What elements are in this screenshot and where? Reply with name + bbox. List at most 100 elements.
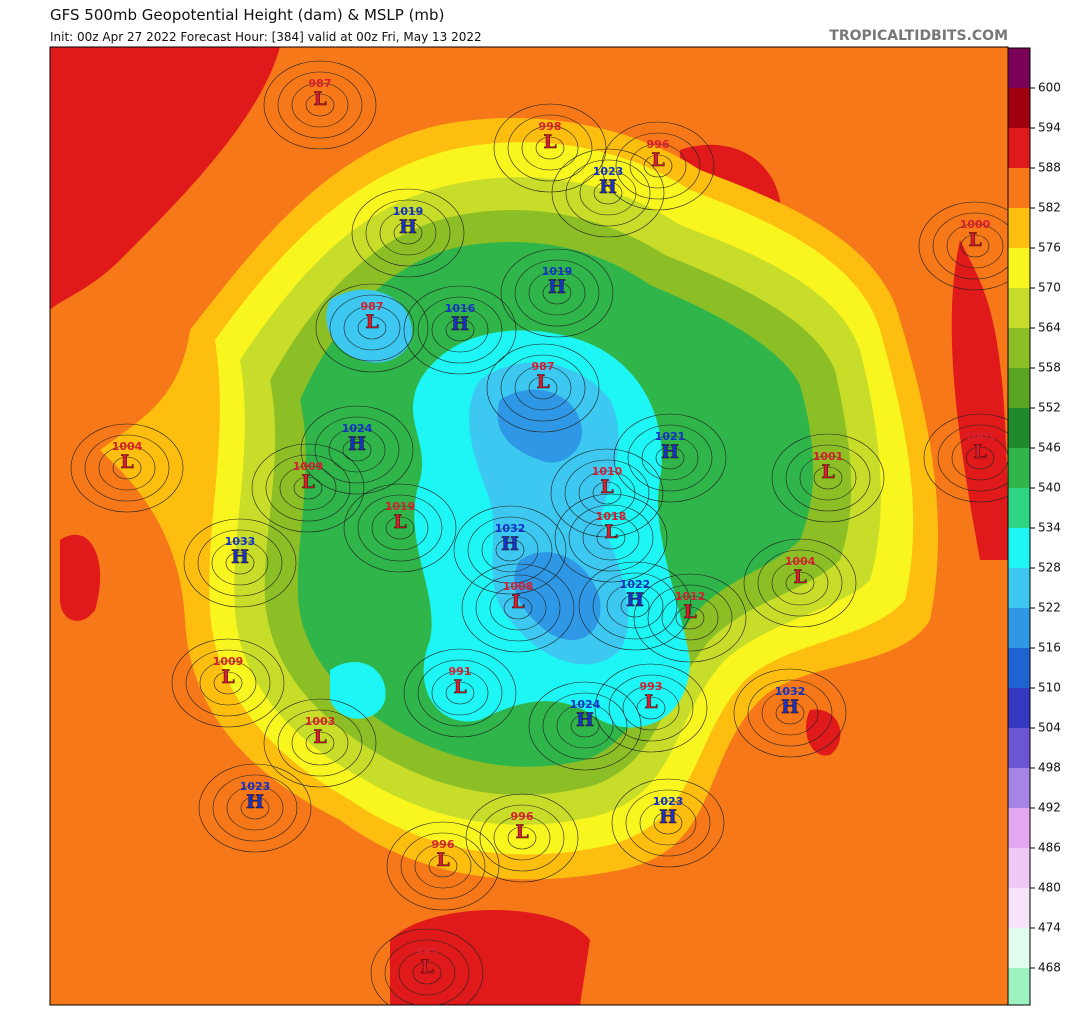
colorbar-segment bbox=[1008, 248, 1030, 288]
isobar bbox=[596, 526, 626, 550]
isobar bbox=[937, 424, 1008, 492]
colorbar-segment bbox=[1008, 608, 1030, 648]
isobar bbox=[521, 125, 579, 171]
isobar bbox=[592, 481, 622, 505]
center-letter: L bbox=[120, 451, 133, 473]
center-pressure: 995 bbox=[416, 945, 439, 958]
isobar bbox=[636, 696, 666, 720]
center-letter: L bbox=[683, 601, 696, 623]
isobar bbox=[112, 456, 142, 480]
center-letter: L bbox=[515, 821, 528, 843]
center-letter: L bbox=[968, 229, 981, 251]
colorbar-segment bbox=[1008, 328, 1030, 368]
center-letter: H bbox=[661, 441, 679, 463]
isobar bbox=[507, 826, 537, 850]
isobar bbox=[479, 804, 565, 872]
center-pressure: 998 bbox=[539, 120, 562, 133]
isobar bbox=[277, 709, 363, 777]
isobar bbox=[622, 685, 680, 731]
center-letter: H bbox=[399, 216, 417, 238]
isobar bbox=[747, 679, 833, 747]
colorbar-segment bbox=[1008, 648, 1030, 688]
colorbar-label: 480 bbox=[1038, 881, 1061, 895]
isobar bbox=[757, 549, 843, 617]
isobar bbox=[384, 939, 470, 1005]
colorbar-segment bbox=[1008, 288, 1030, 328]
isobar bbox=[775, 701, 805, 725]
isobar bbox=[611, 778, 725, 868]
isobar bbox=[365, 199, 451, 267]
isobar bbox=[675, 606, 705, 630]
isobar bbox=[946, 223, 1004, 269]
center-letter: L bbox=[973, 441, 986, 463]
isobar bbox=[277, 71, 363, 139]
colorbar-label: 582 bbox=[1038, 201, 1061, 215]
isobar bbox=[300, 405, 414, 495]
isobar bbox=[951, 435, 1008, 481]
title: GFS 500mb Geopotential Height (dam) & MS… bbox=[50, 6, 444, 24]
center-letter: H bbox=[659, 806, 677, 828]
colorbar-label: 468 bbox=[1038, 961, 1061, 975]
colorbar-label: 552 bbox=[1038, 401, 1061, 415]
colorbar-label: 534 bbox=[1038, 521, 1061, 535]
center-pressure: 1023 bbox=[240, 780, 271, 793]
center-letter: L bbox=[511, 591, 524, 613]
isobar bbox=[565, 159, 651, 227]
colorbar-label: 516 bbox=[1038, 641, 1061, 655]
center-pressure: 987 bbox=[532, 360, 555, 373]
isobar bbox=[799, 455, 857, 501]
isobars bbox=[70, 60, 1008, 1005]
colorbar-label: 570 bbox=[1038, 281, 1061, 295]
isobar bbox=[653, 811, 683, 835]
colorbar-label: 564 bbox=[1038, 321, 1061, 335]
center-pressure: 1000 bbox=[960, 218, 991, 231]
colorbar-segment bbox=[1008, 928, 1030, 968]
isobar bbox=[578, 470, 636, 516]
isobar bbox=[328, 427, 386, 473]
isobar bbox=[500, 248, 614, 338]
colorbar-label: 486 bbox=[1038, 841, 1061, 855]
center-pressure: 987 bbox=[361, 300, 384, 313]
isobar bbox=[627, 424, 713, 492]
isobar bbox=[542, 281, 572, 305]
center-pressure: 1032 bbox=[775, 685, 806, 698]
isobar bbox=[314, 416, 400, 484]
isobar bbox=[655, 446, 685, 470]
isobar bbox=[514, 365, 572, 411]
colorbar-label: 588 bbox=[1038, 161, 1061, 175]
isobar bbox=[593, 181, 623, 205]
center-pressure: 1018 bbox=[596, 510, 627, 523]
center-pressure: 1023 bbox=[653, 795, 684, 808]
isobar bbox=[370, 928, 484, 1005]
colorbar-segment bbox=[1008, 48, 1030, 88]
isobar bbox=[98, 445, 156, 491]
center-letter: L bbox=[651, 149, 664, 171]
isobar bbox=[315, 283, 429, 373]
center-letter: H bbox=[501, 533, 519, 555]
center-pressure: 1024 bbox=[570, 698, 601, 711]
center-letter: L bbox=[365, 311, 378, 333]
center-pressure: 1009 bbox=[213, 655, 244, 668]
isobar bbox=[226, 785, 284, 831]
isobar bbox=[431, 670, 489, 716]
isobar bbox=[582, 515, 640, 561]
isobar bbox=[379, 210, 437, 256]
center-letter: H bbox=[576, 709, 594, 731]
isobar bbox=[923, 413, 1008, 503]
isobar bbox=[550, 448, 664, 538]
colorbar-segment bbox=[1008, 888, 1030, 928]
isobar bbox=[197, 529, 283, 597]
isobar bbox=[601, 121, 715, 211]
isobar bbox=[342, 438, 372, 462]
isobar bbox=[371, 505, 429, 551]
colorbar-label: 540 bbox=[1038, 481, 1061, 495]
center-pressure: 996 bbox=[647, 138, 670, 151]
center-pressure: 991 bbox=[449, 665, 472, 678]
center-letter: L bbox=[644, 691, 657, 713]
isobar bbox=[639, 800, 697, 846]
isobar bbox=[535, 136, 565, 160]
isobar bbox=[771, 433, 885, 523]
isobar bbox=[357, 494, 443, 562]
center-letter: L bbox=[793, 566, 806, 588]
